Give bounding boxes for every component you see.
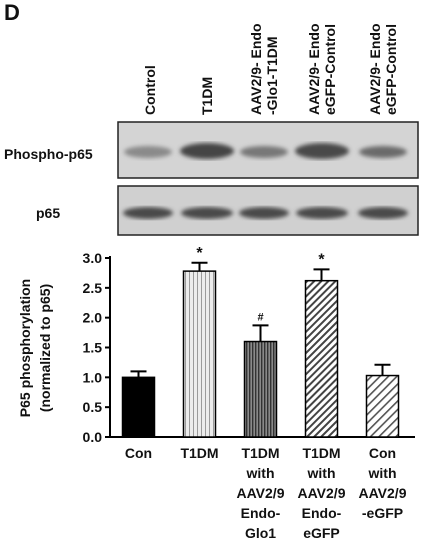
y-tick-label: 1.0 xyxy=(83,369,103,385)
x-tick-label: Con xyxy=(369,445,396,461)
error-bar xyxy=(313,268,330,281)
y-tick-label: 2.0 xyxy=(83,310,103,326)
x-tick-label: T1DM xyxy=(241,445,279,461)
error-bar xyxy=(374,363,391,376)
y-tick-label: 1.5 xyxy=(83,340,103,356)
bar xyxy=(365,374,400,438)
significance-mark: * xyxy=(196,245,203,262)
bar xyxy=(243,340,278,438)
row-label: p65 xyxy=(36,205,60,221)
x-tick-label: -eGFP xyxy=(362,505,403,521)
x-tick-label: Endo- xyxy=(241,505,281,521)
x-tick-label: T1DM xyxy=(302,445,340,461)
y-axis-label: P65 phosphorylation xyxy=(17,279,33,417)
bar xyxy=(121,376,156,438)
x-tick-label: Con xyxy=(125,445,152,461)
lane-label: AAV2/9- Endo xyxy=(306,23,322,115)
significance-mark: # xyxy=(257,311,263,323)
x-tick-label: with xyxy=(246,465,275,481)
error-bar xyxy=(252,324,269,342)
y-axis-label: (normalized to p65) xyxy=(37,284,53,412)
x-tick-label: Glo1 xyxy=(245,525,276,541)
row-label: Phospho-p65 xyxy=(4,146,93,162)
y-tick-label: 3.0 xyxy=(83,250,103,266)
bar xyxy=(304,279,339,438)
error-bar xyxy=(191,261,208,272)
lane-label: eGFP-Control xyxy=(383,24,399,115)
lane-label: T1DM xyxy=(199,77,215,115)
y-tick-label: 2.5 xyxy=(83,280,103,296)
panel-label: D xyxy=(4,0,20,25)
x-tick-label: AAV2/9 xyxy=(359,485,407,501)
error-bar xyxy=(130,370,147,378)
blot-phospho xyxy=(117,121,419,179)
x-tick-label: AAV2/9 xyxy=(237,485,285,501)
x-tick-label: AAV2/9 xyxy=(298,485,346,501)
x-tick-label: with xyxy=(368,465,397,481)
lane-label: -Glo1-T1DM xyxy=(264,36,280,115)
bar xyxy=(182,270,217,438)
lane-label: Control xyxy=(142,65,158,115)
lane-label: AAV2/9- Endo xyxy=(367,23,383,115)
x-tick-label: with xyxy=(307,465,336,481)
y-tick-label: 0.5 xyxy=(83,399,103,415)
x-tick-label: Endo- xyxy=(302,505,342,521)
significance-mark: * xyxy=(318,251,325,268)
x-tick-label: eGFP xyxy=(303,525,340,541)
y-tick-label: 0.0 xyxy=(83,429,103,445)
blot-total xyxy=(117,185,419,236)
lane-label: eGFP-Control xyxy=(322,24,338,115)
x-tick-label: T1DM xyxy=(180,445,218,461)
lane-label: AAV2/9- Endo xyxy=(248,23,264,115)
